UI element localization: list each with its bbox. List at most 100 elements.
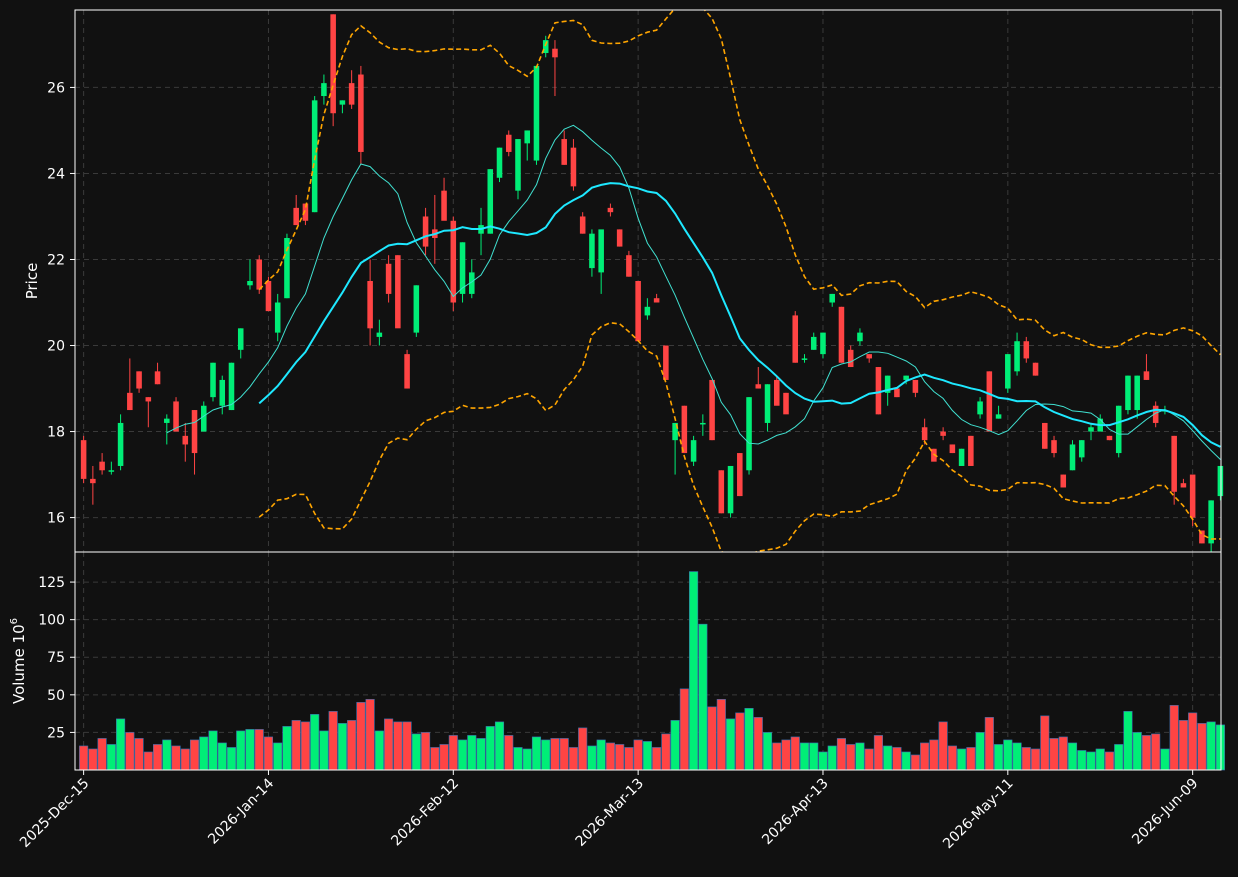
candle-body bbox=[228, 362, 235, 411]
price-tick-label: 24 bbox=[47, 166, 65, 182]
volume-bar bbox=[920, 742, 930, 771]
volume-bar bbox=[134, 738, 144, 771]
volume-bar bbox=[707, 706, 717, 771]
volume-bar bbox=[513, 747, 523, 771]
candle-body bbox=[108, 470, 115, 472]
candle-body bbox=[672, 422, 678, 441]
volume-bar bbox=[744, 708, 754, 771]
candle-body bbox=[200, 405, 207, 432]
volume-bar bbox=[1058, 736, 1068, 771]
volume-bar bbox=[328, 711, 338, 771]
bollinger-upper-line bbox=[258, 10, 1221, 356]
volume-bar bbox=[439, 744, 449, 771]
volume-bar bbox=[1215, 724, 1225, 771]
candle-body bbox=[395, 255, 401, 329]
candle-body bbox=[265, 281, 272, 312]
candle-body bbox=[441, 190, 447, 221]
candle-body bbox=[154, 371, 161, 385]
volume-bar bbox=[162, 739, 172, 771]
volume-bar bbox=[393, 721, 403, 771]
candle-body bbox=[1115, 405, 1122, 454]
volume-bar bbox=[504, 735, 514, 771]
volume-bar bbox=[994, 744, 1004, 771]
volume-bar bbox=[1169, 705, 1179, 771]
volume-bar bbox=[291, 720, 301, 771]
volume-bar bbox=[522, 748, 532, 771]
candle-body bbox=[764, 384, 771, 423]
volume-bar bbox=[938, 721, 948, 771]
candle-body bbox=[589, 233, 595, 269]
volume-bar bbox=[494, 721, 505, 771]
volume-bar bbox=[263, 736, 274, 771]
volume-bar bbox=[790, 736, 800, 771]
volume-bar bbox=[531, 736, 542, 771]
candle-body bbox=[737, 453, 743, 497]
candle-body bbox=[1005, 354, 1011, 389]
volume-bar bbox=[679, 688, 689, 771]
volume-bar bbox=[282, 726, 292, 771]
volume-bar bbox=[762, 732, 773, 771]
candle-body bbox=[607, 207, 614, 213]
candle-body bbox=[635, 281, 641, 342]
candle-body bbox=[117, 422, 124, 466]
volume-bar bbox=[550, 738, 560, 771]
volume-bar bbox=[79, 745, 89, 771]
candle-body bbox=[173, 401, 179, 432]
candle-body bbox=[838, 306, 845, 363]
volume-bar bbox=[365, 699, 375, 771]
candle-body bbox=[884, 375, 891, 393]
volume-bar bbox=[855, 742, 865, 771]
candle-body bbox=[690, 440, 697, 462]
volume-bar bbox=[1086, 751, 1096, 771]
volume-bar bbox=[827, 745, 837, 771]
volume-bar bbox=[661, 733, 671, 771]
volume-bar bbox=[1188, 712, 1198, 771]
volume-bar bbox=[947, 745, 957, 771]
candle-body bbox=[1125, 375, 1131, 411]
volume-bar bbox=[984, 717, 994, 771]
candle-body bbox=[681, 405, 688, 454]
candle-body bbox=[644, 306, 651, 316]
candle-body bbox=[164, 418, 170, 423]
price-tick-label: 16 bbox=[47, 511, 65, 527]
candle-body bbox=[367, 281, 373, 329]
candle-body bbox=[127, 392, 133, 411]
volume-tick-label: 75 bbox=[47, 650, 65, 666]
volume-bar bbox=[467, 735, 477, 771]
candle-body bbox=[496, 147, 503, 178]
candle-body bbox=[1060, 474, 1067, 488]
candle-body bbox=[820, 332, 826, 355]
candle-body bbox=[191, 410, 198, 454]
candle-body bbox=[90, 478, 96, 484]
volume-bar bbox=[901, 751, 911, 771]
candle-body bbox=[385, 263, 392, 294]
candle-body bbox=[875, 367, 882, 415]
volume-bar bbox=[476, 738, 486, 771]
candle-body bbox=[182, 435, 189, 445]
candle-body bbox=[968, 435, 974, 466]
candle-body bbox=[459, 242, 466, 294]
volume-bar bbox=[300, 721, 310, 771]
candle-body bbox=[1042, 422, 1048, 449]
volume-bar bbox=[735, 712, 745, 771]
volume-bar bbox=[929, 739, 939, 771]
candle-body bbox=[505, 134, 512, 152]
volume-bar bbox=[716, 699, 726, 771]
volume-bar bbox=[485, 726, 495, 771]
volume-bar bbox=[116, 718, 126, 771]
bollinger-lower-line bbox=[258, 321, 1221, 552]
volume-axis-exponent: 6 bbox=[9, 618, 20, 624]
volume-bar bbox=[605, 742, 615, 771]
volume-bar bbox=[384, 718, 394, 771]
candle-body bbox=[718, 470, 725, 514]
candle-body bbox=[422, 216, 429, 247]
candle-body bbox=[1143, 371, 1150, 380]
volume-bar bbox=[337, 723, 347, 771]
volume-bar bbox=[88, 748, 98, 771]
candle-body bbox=[1014, 341, 1020, 372]
volume-bar bbox=[1197, 723, 1207, 771]
candle-body bbox=[542, 40, 549, 54]
candle-body bbox=[977, 401, 983, 415]
candle-body bbox=[995, 414, 1002, 419]
